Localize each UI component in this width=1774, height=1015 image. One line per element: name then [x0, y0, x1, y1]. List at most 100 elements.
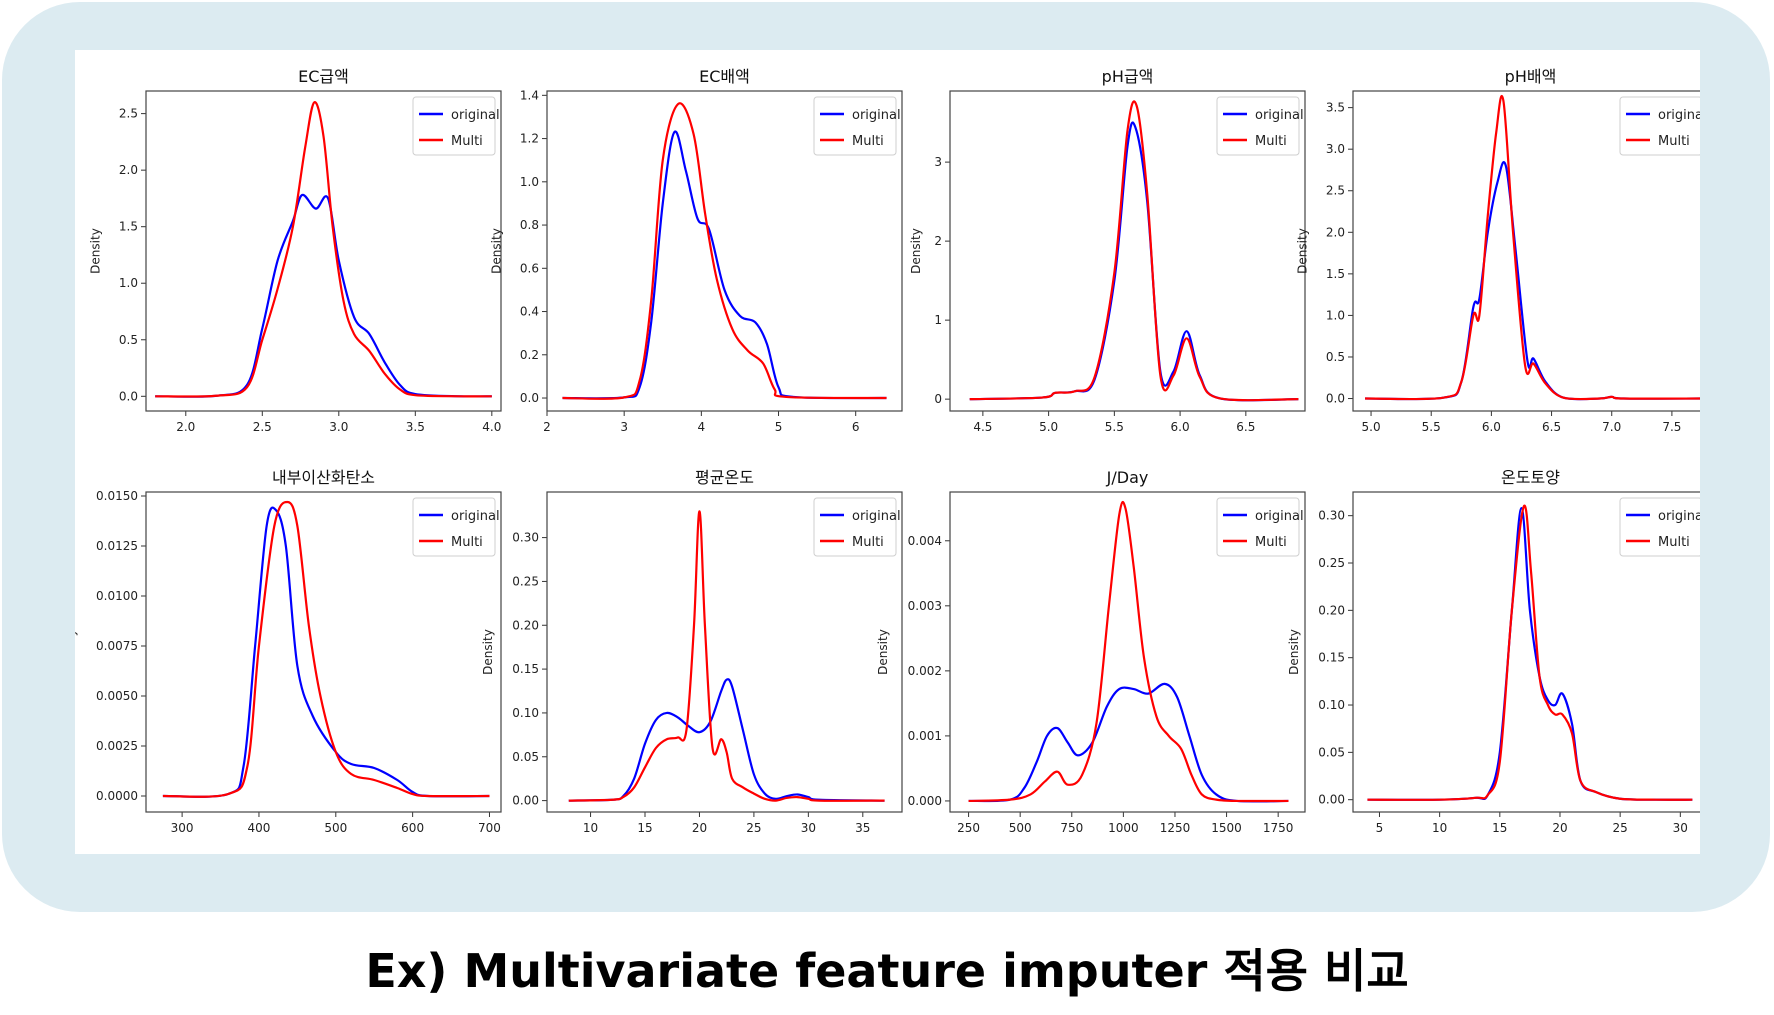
- x-tick-label: 20: [1552, 821, 1567, 835]
- y-axis-label: Density: [1287, 629, 1301, 675]
- y-tick-label: 0.003: [908, 599, 942, 613]
- legend-label-original: original: [1255, 108, 1304, 123]
- y-tick-label: 1.2: [520, 132, 539, 146]
- series-line-multi: [1367, 504, 1693, 801]
- legend-label-original: original: [1658, 108, 1700, 123]
- y-tick-label: 0: [934, 392, 942, 406]
- y-tick-label: 0.6: [520, 261, 539, 275]
- plot-frame: [1352, 491, 1700, 813]
- y-axis-label: Density: [909, 228, 923, 274]
- y-tick-label: 1.5: [1326, 267, 1345, 281]
- x-tick-label: 750: [1060, 821, 1083, 835]
- y-tick-label: 0.4: [520, 305, 539, 319]
- y-tick-label: 0.2: [520, 348, 539, 362]
- series-line-multi: [1365, 94, 1700, 401]
- y-tick-label: 0.000: [908, 794, 942, 808]
- y-tick-label: 0.0000: [96, 789, 138, 803]
- y-tick-label: 0.0075: [96, 639, 138, 653]
- legend: original Multi: [412, 96, 500, 156]
- subplot-7: J/Day Density 0.000 0.001 0.002 0.003 0.004 250…: [876, 468, 1306, 835]
- y-tick-label: 3: [934, 155, 942, 169]
- x-tick-label: 1250: [1160, 821, 1191, 835]
- y-tick-label: 2.5: [1326, 184, 1345, 198]
- y-tick-label: 1.0: [520, 175, 539, 189]
- subplot-title: pH배액: [1505, 67, 1557, 86]
- series-line-multi: [968, 501, 1289, 803]
- x-tick-label: 2.0: [176, 420, 195, 434]
- x-tick-label: 6.0: [1482, 420, 1501, 434]
- subplot-1: EC급액 Density 0.0 0.5 1.0 1.5 2.0 2.5 2.0 2.5 3.0 3.…: [88, 67, 502, 434]
- x-tick-label: 500: [324, 821, 347, 835]
- y-tick-label: 0.00: [512, 794, 539, 808]
- x-tick-label: 5.5: [1422, 420, 1441, 434]
- y-tick-label: 0.10: [512, 706, 539, 720]
- chart-panel: EC급액 Density 0.0 0.5 1.0 1.5 2.0 2.5 2.0 2.5 3.0 3.…: [75, 50, 1700, 854]
- plot-frame: [546, 491, 903, 813]
- x-tick-label: 25: [746, 821, 761, 835]
- y-tick-label: 2.5: [119, 107, 138, 121]
- x-tick-label: 7.0: [1602, 420, 1621, 434]
- y-tick-label: 1.0: [119, 276, 138, 290]
- y-tick-label: 2: [934, 234, 942, 248]
- legend: original Multi: [412, 497, 500, 557]
- subplot-6: 평균온도 Density 0.00 0.05 0.10 0.15 0.20 0.25 0.30 1…: [481, 468, 903, 835]
- legend-label-multi: Multi: [1658, 535, 1690, 550]
- y-tick-label: 0.10: [1318, 698, 1345, 712]
- subplot-title: 내부이산화탄소: [272, 468, 375, 487]
- y-tick-label: 0.0025: [96, 739, 138, 753]
- x-tick-label: 6.5: [1542, 420, 1561, 434]
- x-tick-label: 20: [692, 821, 707, 835]
- subplot-title: 평균온도: [695, 468, 754, 487]
- subplot-2: EC배액 Density 0.0 0.2 0.4 0.6 0.8 1.0 1.2 1.4 2 3 4 5 6…: [489, 67, 903, 434]
- y-tick-label: 2.0: [119, 163, 138, 177]
- subplot-title: pH급액: [1102, 67, 1154, 86]
- series-line-multi: [969, 100, 1299, 402]
- legend-label-multi: Multi: [852, 134, 884, 149]
- y-tick-label: 1.0: [1326, 308, 1345, 322]
- y-axis-label: Density: [489, 228, 503, 274]
- x-tick-label: 5.0: [1362, 420, 1381, 434]
- x-tick-label: 7.5: [1662, 420, 1681, 434]
- density-plot-grid: EC급액 Density 0.0 0.5 1.0 1.5 2.0 2.5 2.0 2.5 3.0 3.…: [75, 67, 1700, 835]
- x-tick-label: 35: [855, 821, 870, 835]
- plot-frame: [1352, 90, 1700, 412]
- y-tick-label: 1.4: [520, 88, 539, 102]
- y-axis-label: Density: [481, 629, 495, 675]
- x-tick-label: 2: [543, 420, 551, 434]
- subplot-8: 온도토양 Density 0.00 0.05 0.10 0.15 0.20 0.25 0.30 5…: [1287, 468, 1700, 835]
- y-tick-label: 0.0150: [96, 489, 138, 503]
- subplot-5: 내부이산화탄소 Density 0.0000 0.0025 0.0050 0.0075 0.…: [75, 468, 502, 835]
- legend: original Multi: [813, 96, 901, 156]
- legend-label-multi: Multi: [451, 535, 483, 550]
- y-tick-label: 2.0: [1326, 225, 1345, 239]
- y-tick-label: 1: [934, 313, 942, 327]
- y-tick-label: 0.5: [119, 333, 138, 347]
- legend-label-original: original: [1255, 509, 1304, 524]
- subplot-4: pH배액 Density 0.0 0.5 1.0 1.5 2.0 2.5 3.0 3.5 5.0 5.…: [1295, 67, 1700, 434]
- plot-frame: [949, 90, 1306, 412]
- x-tick-label: 400: [248, 821, 271, 835]
- x-tick-label: 10: [1432, 821, 1447, 835]
- legend-label-multi: Multi: [1255, 134, 1287, 149]
- y-tick-label: 0.0050: [96, 689, 138, 703]
- x-tick-label: 4.0: [482, 420, 501, 434]
- y-tick-label: 3.0: [1326, 142, 1345, 156]
- x-tick-label: 500: [1009, 821, 1032, 835]
- x-tick-label: 30: [801, 821, 816, 835]
- x-tick-label: 600: [401, 821, 424, 835]
- series-line-original: [162, 506, 490, 798]
- y-tick-label: 0.20: [1318, 603, 1345, 617]
- legend: original Multi: [1619, 96, 1700, 156]
- x-tick-label: 5: [1376, 821, 1384, 835]
- series-line-original: [968, 682, 1289, 803]
- legend-label-original: original: [1658, 509, 1700, 524]
- legend: original Multi: [1216, 497, 1304, 557]
- series-line-multi: [162, 500, 490, 798]
- x-tick-label: 30: [1673, 821, 1688, 835]
- y-tick-label: 0.30: [1318, 509, 1345, 523]
- series-line-original: [562, 130, 887, 400]
- x-tick-label: 15: [1492, 821, 1507, 835]
- x-tick-label: 1000: [1108, 821, 1139, 835]
- y-tick-label: 0.004: [908, 534, 942, 548]
- legend-label-multi: Multi: [1255, 535, 1287, 550]
